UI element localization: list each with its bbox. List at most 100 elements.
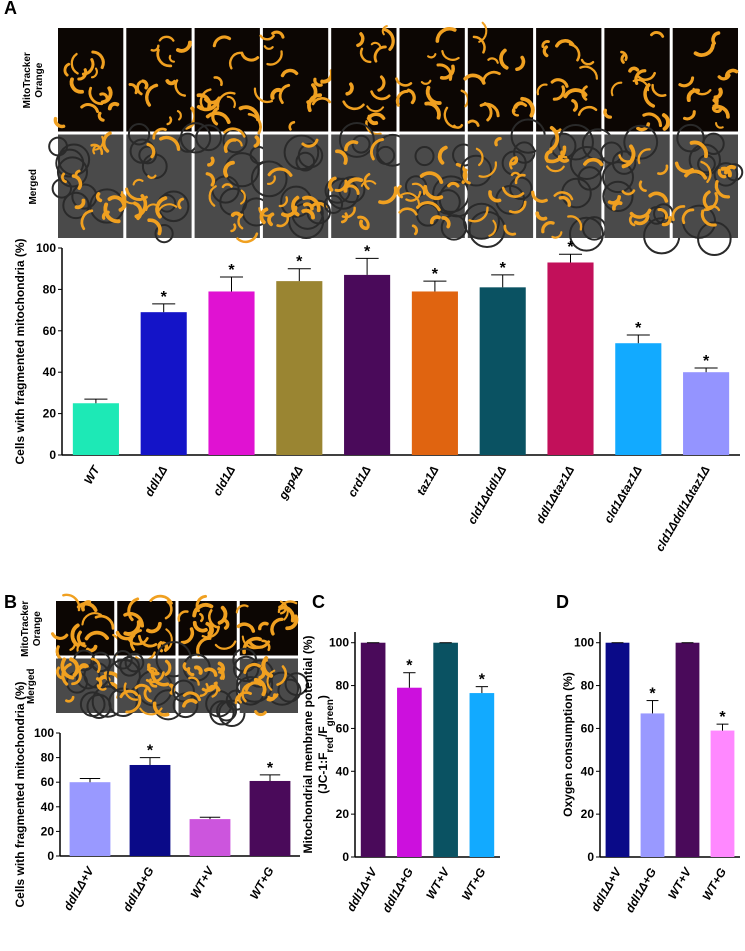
mito-signal xyxy=(214,640,237,650)
y-tick-label: 40 xyxy=(43,365,57,379)
micrograph xyxy=(399,28,465,132)
mito-signal xyxy=(156,48,173,68)
mito-signal xyxy=(136,80,143,96)
mito-signal xyxy=(359,47,372,64)
mito-signal xyxy=(509,157,519,166)
mito-signal xyxy=(146,621,162,634)
mito-signal xyxy=(259,207,269,225)
mito-signal xyxy=(81,58,95,76)
mito-signal xyxy=(155,196,168,219)
mito-signal xyxy=(467,119,480,127)
mito-signal xyxy=(436,63,453,81)
bar xyxy=(605,642,630,857)
mito-signal xyxy=(253,135,261,148)
mito-signal xyxy=(223,618,230,630)
bar xyxy=(249,780,291,856)
mito-signal xyxy=(618,154,635,163)
mito-signal xyxy=(101,210,110,220)
bar xyxy=(208,291,255,455)
mito-signal xyxy=(152,127,167,140)
mito-signal xyxy=(243,663,262,675)
mito-signal xyxy=(281,205,298,218)
cell-outline xyxy=(280,185,313,218)
mito-signal xyxy=(196,636,212,657)
mito-signal xyxy=(88,86,104,106)
mito-signal xyxy=(416,201,441,212)
mito-signal xyxy=(637,71,656,81)
mito-signal xyxy=(634,214,650,226)
mito-signal xyxy=(158,35,175,42)
mito-signal xyxy=(91,50,105,70)
mito-signal xyxy=(370,138,385,161)
significance-marker: * xyxy=(296,254,303,271)
mito-signal xyxy=(157,641,164,653)
mito-signal xyxy=(147,218,162,236)
mito-signal xyxy=(508,200,527,214)
mito-signal xyxy=(395,89,409,107)
cell-outline xyxy=(376,145,396,165)
bar xyxy=(411,291,458,455)
mito-signal xyxy=(472,35,486,54)
x-tick-label: cld1Δddl1Δ xyxy=(465,464,510,527)
x-tick-label: cld1Δ xyxy=(210,464,238,499)
y-tick-label: 20 xyxy=(41,824,55,838)
panel-label: B xyxy=(4,592,17,612)
mito-signal xyxy=(132,178,144,186)
cell-outline xyxy=(462,202,501,240)
mito-signal xyxy=(551,231,563,239)
cell-outline xyxy=(55,148,85,178)
cell-outline xyxy=(83,662,110,689)
mito-signal xyxy=(302,195,321,213)
mito-signal xyxy=(651,83,667,97)
mito-signal xyxy=(53,116,66,129)
mito-signal xyxy=(378,186,398,205)
mito-signal xyxy=(81,612,102,626)
mito-signal xyxy=(536,83,548,96)
mito-signal xyxy=(650,31,665,38)
mito-signal xyxy=(702,190,711,210)
mito-signal xyxy=(134,683,152,693)
mito-signal xyxy=(478,161,498,178)
mito-signal xyxy=(406,88,416,105)
x-tick-label: ddl1Δ+G xyxy=(379,866,416,916)
mito-signal xyxy=(50,632,69,640)
x-tick-label: cld1Δddl1Δtaz1Δ xyxy=(652,464,712,554)
y-tick-label: 80 xyxy=(581,679,595,693)
mito-signal xyxy=(340,212,349,224)
mito-signal xyxy=(76,630,87,648)
y-tick-label: 40 xyxy=(41,800,55,814)
micrograph xyxy=(58,28,124,132)
mito-signal xyxy=(342,100,365,111)
mito-signal xyxy=(69,657,80,677)
y-tick-label: 20 xyxy=(581,807,595,821)
y-axis-label: Cells with fragmented mitochondria (%) xyxy=(13,238,27,464)
mito-signal xyxy=(152,701,170,717)
mito-signal xyxy=(344,140,359,152)
x-tick-label: ddl1Δ+G xyxy=(622,866,659,916)
mito-signal xyxy=(238,105,260,122)
mito-signal xyxy=(94,614,115,630)
cell-outline xyxy=(172,679,195,703)
significance-marker: * xyxy=(406,658,413,675)
mito-signal xyxy=(607,195,622,205)
image-row-label-line: Orange xyxy=(34,62,45,97)
y-tick-label: 60 xyxy=(41,775,55,789)
mito-signal xyxy=(693,43,715,57)
x-tick-label: ddl1Δ+G xyxy=(120,865,157,915)
mito-signal xyxy=(266,669,276,691)
mito-signal xyxy=(254,710,267,717)
mito-signal xyxy=(90,657,101,673)
bar xyxy=(640,713,665,857)
cell-outline xyxy=(338,121,375,158)
mito-signal xyxy=(335,149,348,165)
significance-marker: * xyxy=(267,760,274,777)
mito-signal xyxy=(514,173,526,185)
mito-signal xyxy=(103,202,121,224)
mito-signal xyxy=(146,142,156,159)
mito-signal xyxy=(288,120,296,131)
mito-signal xyxy=(216,91,236,109)
mito-signal xyxy=(509,156,518,170)
cell-outline xyxy=(127,123,151,146)
x-tick-label: cld1Δtaz1Δ xyxy=(601,464,645,526)
cell-outline xyxy=(577,166,603,191)
